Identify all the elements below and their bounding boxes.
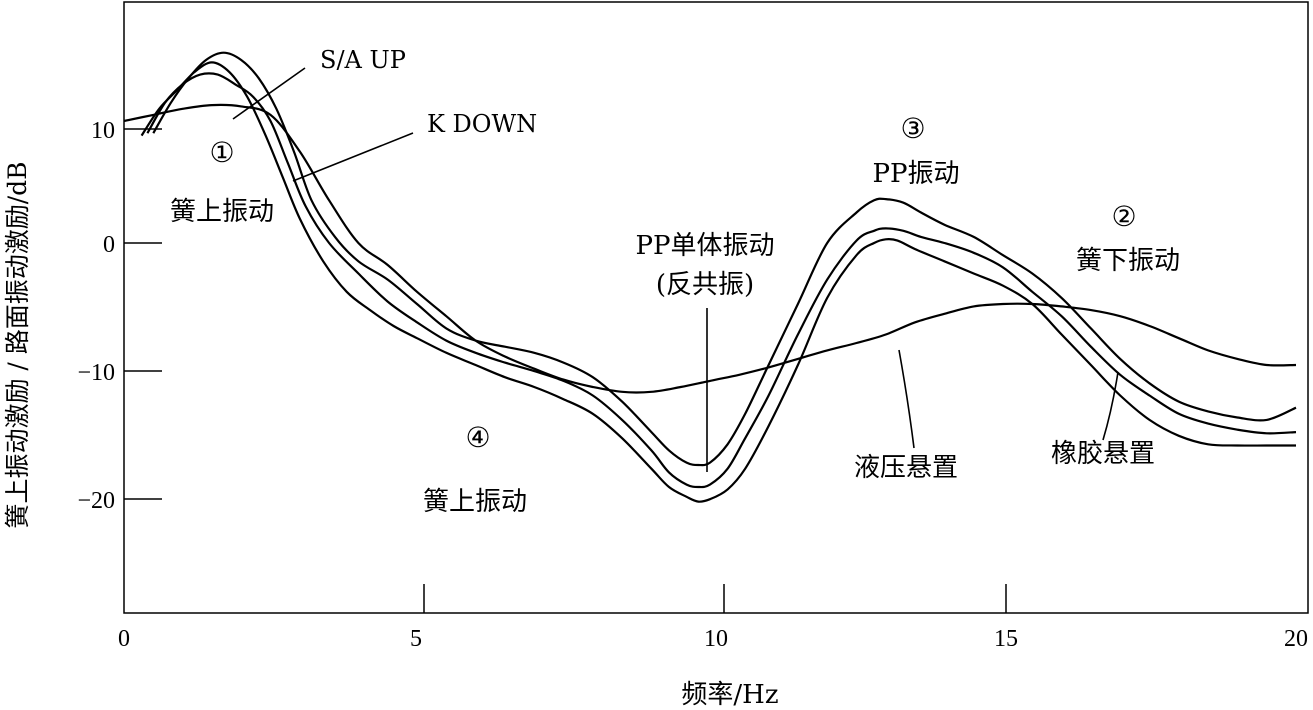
circle-2: ② (1111, 200, 1136, 233)
y-tick-label: −10 (77, 360, 115, 386)
circle-1: ① (209, 136, 234, 169)
y-tick-marks (124, 128, 162, 500)
label-hydraulic-mount: 液压悬置 (854, 453, 958, 483)
label-unsprung: 簧下振动 (1076, 246, 1180, 276)
x-tick-marks (423, 584, 1007, 613)
label-sprung-4: 簧上振动 (423, 487, 527, 517)
circle-4: ④ (465, 421, 490, 454)
series-layer (123, 51, 1297, 503)
y-tick-label: −20 (77, 488, 115, 514)
series-line-2 (146, 72, 1297, 489)
series-line-1 (152, 51, 1297, 467)
leader-rubber (1102, 371, 1119, 441)
x-axis-title: 频率/Hz (681, 680, 778, 710)
label-pp-vibration: PP振动 (873, 159, 960, 189)
x-tick-label: 15 (994, 626, 1018, 652)
series-line-3 (140, 61, 1297, 503)
label-sprung-1: 簧上振动 (170, 197, 274, 227)
x-tick-label: 5 (410, 626, 422, 652)
circle-3: ③ (900, 112, 925, 145)
leader-hydraulic (898, 349, 915, 449)
plot-frame (123, 1, 1309, 614)
x-tick-label: 0 (118, 626, 130, 652)
label-pp-single-2: (反共振) (656, 270, 754, 300)
leader-sa-up (232, 67, 306, 120)
label-k-down: K DOWN (427, 110, 537, 138)
series-line-4 (123, 103, 1297, 394)
label-rubber-mount: 橡胶悬置 (1051, 439, 1155, 469)
label-pp-single-1: PP单体振动 (636, 231, 775, 261)
x-tick-label: 10 (704, 626, 728, 652)
y-tick-label: 10 (91, 118, 115, 144)
leader-k-down (292, 132, 414, 182)
y-axis-title: 簧上振动激励 / 路面振动激励/dB (3, 161, 32, 528)
label-sa-up: S/A UP (320, 46, 406, 74)
x-tick-label: 20 (1284, 626, 1308, 652)
leader-lines (232, 67, 1119, 472)
y-tick-label: 0 (103, 232, 115, 258)
